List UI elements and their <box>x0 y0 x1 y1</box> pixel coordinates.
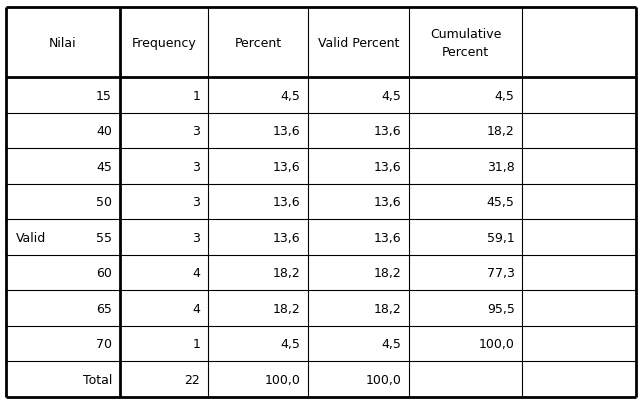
Text: 95,5: 95,5 <box>487 302 515 315</box>
Text: 70: 70 <box>96 337 112 350</box>
Text: Total: Total <box>83 373 112 386</box>
Text: 45,5: 45,5 <box>487 196 515 209</box>
Text: 3: 3 <box>192 160 200 173</box>
Text: Valid Percent: Valid Percent <box>318 36 399 49</box>
Text: Percent: Percent <box>234 36 282 49</box>
Text: Cumulative
Percent: Cumulative Percent <box>430 28 501 59</box>
Text: 4,5: 4,5 <box>381 337 401 350</box>
Text: 13,6: 13,6 <box>273 160 300 173</box>
Text: 18,2: 18,2 <box>374 302 401 315</box>
Text: 13,6: 13,6 <box>374 160 401 173</box>
Text: 100,0: 100,0 <box>365 373 401 386</box>
Text: 31,8: 31,8 <box>487 160 515 173</box>
Text: Valid: Valid <box>16 231 46 244</box>
Text: 100,0: 100,0 <box>479 337 515 350</box>
Text: 55: 55 <box>96 231 112 244</box>
Text: 50: 50 <box>96 196 112 209</box>
Text: 4: 4 <box>192 302 200 315</box>
Text: 13,6: 13,6 <box>273 196 300 209</box>
Text: Nilai: Nilai <box>49 36 77 49</box>
Text: 13,6: 13,6 <box>374 196 401 209</box>
Text: 1: 1 <box>192 90 200 102</box>
Text: 18,2: 18,2 <box>487 125 515 138</box>
Text: Frequency: Frequency <box>132 36 196 49</box>
Text: 13,6: 13,6 <box>374 125 401 138</box>
Text: 13,6: 13,6 <box>374 231 401 244</box>
Text: 100,0: 100,0 <box>265 373 300 386</box>
Text: 4,5: 4,5 <box>281 337 300 350</box>
Text: 13,6: 13,6 <box>273 125 300 138</box>
Text: 15: 15 <box>96 90 112 102</box>
Text: 22: 22 <box>184 373 200 386</box>
Text: 3: 3 <box>192 196 200 209</box>
Text: 13,6: 13,6 <box>273 231 300 244</box>
Text: 4,5: 4,5 <box>495 90 515 102</box>
Text: 65: 65 <box>96 302 112 315</box>
Text: 4: 4 <box>192 266 200 279</box>
Text: 1: 1 <box>192 337 200 350</box>
Text: 77,3: 77,3 <box>487 266 515 279</box>
Text: 3: 3 <box>192 231 200 244</box>
Text: 18,2: 18,2 <box>273 302 300 315</box>
Text: 59,1: 59,1 <box>487 231 515 244</box>
Text: 60: 60 <box>96 266 112 279</box>
Text: 40: 40 <box>96 125 112 138</box>
Text: 3: 3 <box>192 125 200 138</box>
Text: 18,2: 18,2 <box>273 266 300 279</box>
Text: 45: 45 <box>96 160 112 173</box>
Text: 4,5: 4,5 <box>281 90 300 102</box>
Text: 4,5: 4,5 <box>381 90 401 102</box>
Text: 18,2: 18,2 <box>374 266 401 279</box>
